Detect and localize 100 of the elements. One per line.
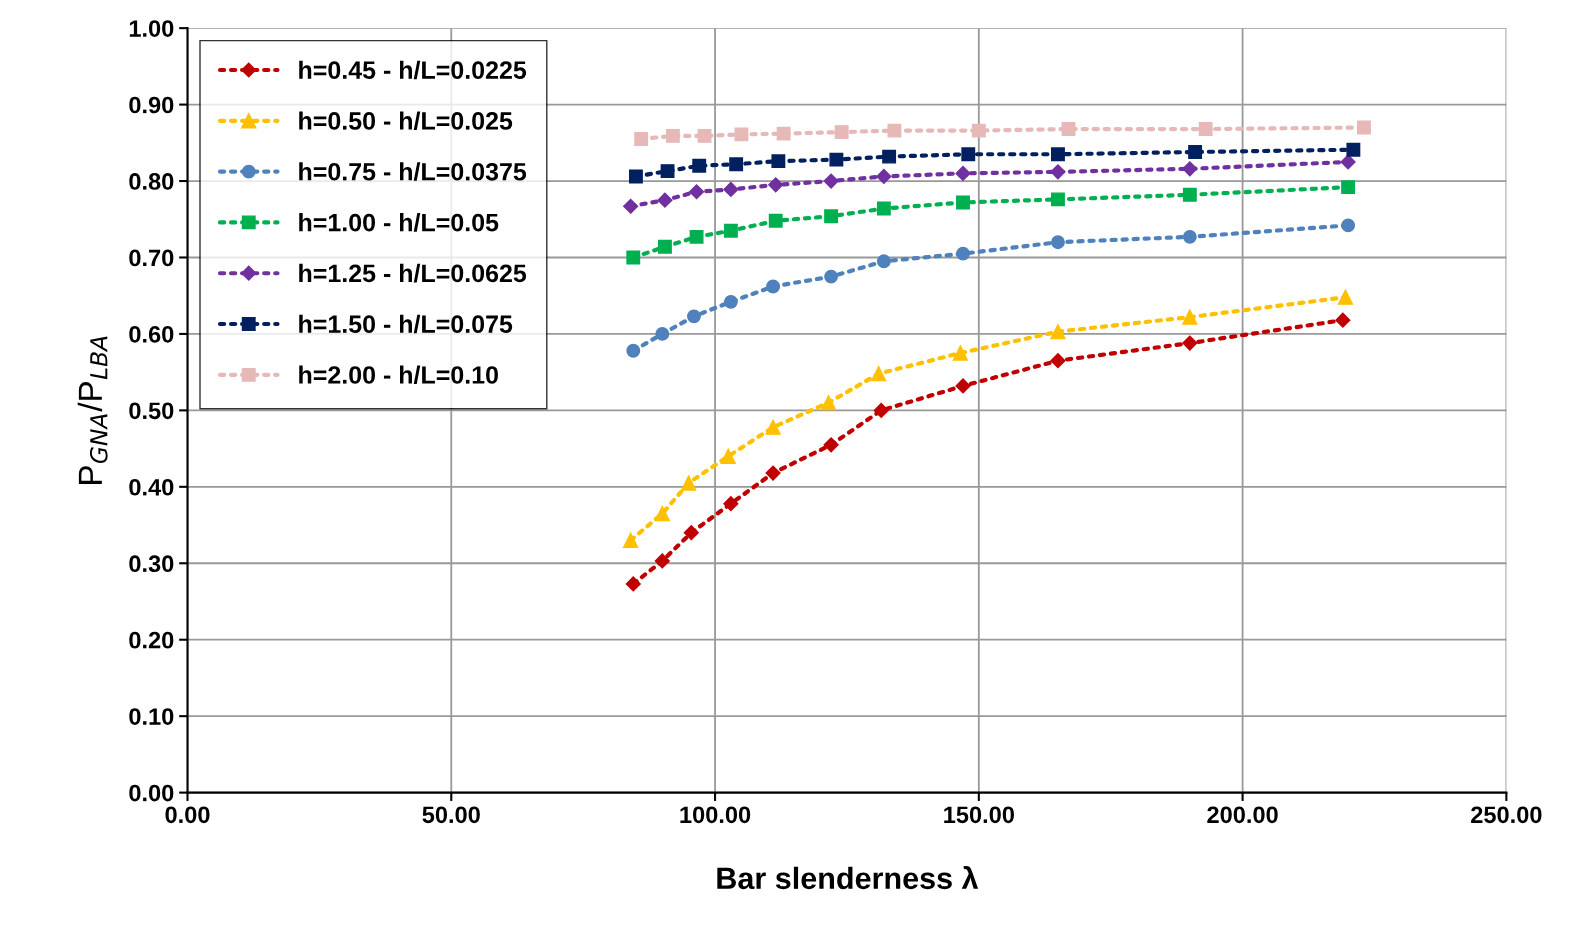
point bbox=[683, 525, 699, 541]
point bbox=[1182, 229, 1197, 244]
point bbox=[834, 125, 849, 140]
point bbox=[723, 181, 739, 198]
legend-label: h=2.00 - h/L=0.10 bbox=[299, 365, 498, 385]
point bbox=[654, 553, 670, 569]
point bbox=[623, 532, 639, 548]
legend-label: h=0.75 - h/L=0.0375 bbox=[299, 162, 527, 181]
point bbox=[768, 177, 784, 193]
point bbox=[1051, 235, 1065, 250]
point bbox=[1182, 187, 1197, 202]
point bbox=[626, 250, 641, 265]
point bbox=[654, 505, 670, 522]
point bbox=[956, 246, 970, 261]
point bbox=[1050, 323, 1066, 340]
point bbox=[655, 326, 670, 341]
point bbox=[729, 157, 744, 172]
point bbox=[776, 126, 791, 141]
point bbox=[1346, 142, 1361, 157]
point bbox=[765, 419, 781, 435]
point bbox=[626, 343, 641, 358]
point bbox=[1182, 335, 1198, 351]
point bbox=[1340, 154, 1356, 170]
y-tick-label: 0.20 bbox=[129, 631, 174, 649]
point bbox=[766, 279, 781, 294]
y-tick-label: 0.00 bbox=[129, 784, 174, 802]
x-tick-label: 150.00 bbox=[944, 806, 1014, 824]
point bbox=[765, 465, 781, 481]
point bbox=[1337, 289, 1354, 305]
point bbox=[697, 128, 712, 143]
point bbox=[1198, 122, 1213, 136]
y-tick-label: 0.80 bbox=[129, 173, 174, 190]
point bbox=[876, 254, 891, 269]
point bbox=[882, 149, 897, 164]
point bbox=[692, 158, 707, 173]
point bbox=[824, 209, 839, 224]
x-tick-label: 200.00 bbox=[1207, 806, 1278, 824]
point bbox=[952, 345, 968, 361]
point bbox=[887, 123, 902, 138]
point bbox=[623, 198, 639, 214]
point bbox=[1182, 309, 1198, 325]
y-tick-label: 0.90 bbox=[129, 96, 174, 114]
point bbox=[723, 223, 738, 238]
point bbox=[687, 309, 701, 324]
y-tick-label: 0.60 bbox=[129, 326, 174, 343]
point bbox=[681, 475, 697, 491]
point bbox=[660, 164, 675, 179]
x-tick-label: 50.00 bbox=[422, 806, 480, 824]
point bbox=[824, 269, 839, 284]
point bbox=[657, 239, 672, 254]
point bbox=[689, 229, 704, 244]
x-tick-label: 250.00 bbox=[1471, 806, 1542, 824]
point bbox=[1050, 164, 1066, 180]
point bbox=[665, 128, 680, 143]
point bbox=[1051, 192, 1065, 207]
point bbox=[1188, 145, 1203, 159]
point bbox=[876, 201, 891, 216]
point bbox=[956, 195, 970, 210]
point bbox=[870, 366, 887, 382]
point bbox=[689, 184, 705, 200]
point bbox=[1051, 147, 1065, 162]
point bbox=[771, 154, 786, 169]
point bbox=[1182, 161, 1198, 177]
point bbox=[829, 152, 844, 167]
point bbox=[768, 213, 783, 228]
point bbox=[723, 294, 738, 309]
y-tick-label: 0.10 bbox=[129, 708, 174, 725]
point bbox=[873, 402, 889, 418]
point bbox=[1341, 180, 1356, 195]
x-tick-label: 0.00 bbox=[165, 806, 210, 824]
y-tick-label: 0.50 bbox=[129, 402, 174, 420]
legend-label: h=1.50 - h/L=0.075 bbox=[299, 314, 513, 334]
legend-label: h=1.25 - h/L=0.0625 bbox=[299, 263, 527, 283]
point bbox=[1061, 122, 1076, 136]
point bbox=[734, 127, 749, 142]
point bbox=[657, 192, 673, 208]
y-tick-label: 1.00 bbox=[129, 20, 174, 37]
point bbox=[625, 576, 641, 592]
point bbox=[823, 173, 839, 189]
point bbox=[955, 165, 971, 181]
legend-label: h=0.50 - h/L=0.025 bbox=[299, 111, 513, 131]
legend-label: h=1.00 - h/L=0.05 bbox=[299, 213, 499, 232]
point bbox=[971, 123, 986, 138]
y-axis-title: P$_{GNA}$/P$_{LBA}$ bbox=[77, 336, 108, 484]
point bbox=[720, 448, 736, 464]
point bbox=[1356, 120, 1371, 135]
point bbox=[820, 395, 837, 411]
y-tick-label: 0.70 bbox=[129, 249, 174, 267]
y-tick-label: 0.30 bbox=[129, 555, 174, 573]
legend-label: h=0.45 - h/L=0.0225 bbox=[299, 60, 527, 80]
y-tick-label: 0.40 bbox=[129, 478, 174, 496]
point bbox=[955, 378, 971, 394]
point bbox=[876, 168, 892, 185]
point bbox=[1050, 353, 1066, 369]
point bbox=[628, 169, 643, 184]
point bbox=[1341, 218, 1356, 233]
point bbox=[723, 496, 739, 512]
x-tick-label: 100.00 bbox=[680, 806, 751, 824]
point bbox=[634, 132, 649, 146]
x-axis-title: Bar slenderness λ bbox=[717, 865, 979, 890]
